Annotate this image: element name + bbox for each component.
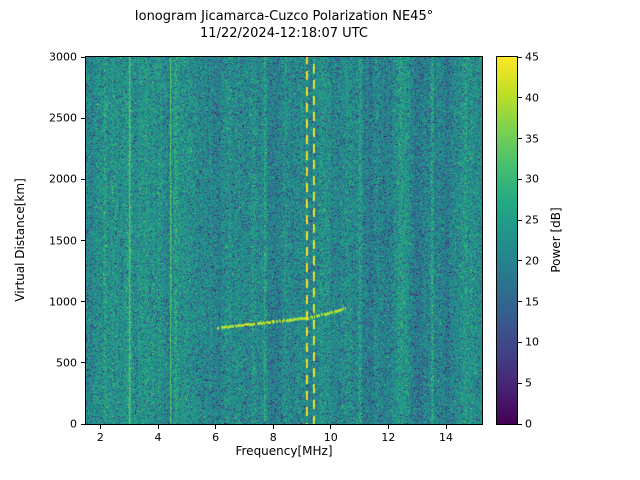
plot-area [85, 56, 483, 425]
y-tick-label: 2500 [49, 111, 77, 125]
colorbar-tick-label: 20 [525, 254, 539, 268]
chart-title-block: Ionogram Jicamarca-Cuzco Polarization NE… [86, 8, 482, 42]
y-tick [81, 117, 85, 119]
x-tick-label: 14 [439, 431, 453, 444]
x-tick [445, 425, 447, 429]
y-tick [81, 178, 85, 180]
colorbar-tick [518, 138, 522, 140]
x-tick-label: 8 [269, 431, 277, 444]
y-tick-label: 3000 [49, 50, 77, 64]
x-tick-label: 10 [323, 431, 338, 444]
y-axis-label: Virtual Distance[km] [13, 178, 27, 302]
x-tick-label: 4 [154, 431, 162, 444]
colorbar-tick [518, 301, 522, 303]
x-tick-label: 2 [96, 431, 104, 444]
y-tick [81, 362, 85, 364]
chart-subtitle: 11/22/2024-12:18:07 UTC [200, 26, 368, 41]
x-tick [157, 425, 159, 429]
y-tick-label: 1000 [49, 295, 77, 309]
y-tick [81, 56, 85, 58]
colorbar-canvas [497, 57, 517, 424]
x-tick [99, 425, 101, 429]
colorbar-tick [518, 219, 522, 221]
colorbar-tick-label: 40 [525, 91, 539, 105]
x-tick [215, 425, 217, 429]
colorbar-tick-label: 45 [525, 50, 539, 64]
x-tick [330, 425, 332, 429]
colorbar-tick [518, 423, 522, 425]
y-tick [81, 240, 85, 241]
colorbar-tick-label: 0 [525, 417, 532, 431]
colorbar-tick [518, 260, 522, 262]
colorbar-tick-label: 35 [525, 132, 539, 146]
y-tick [81, 423, 85, 425]
y-tick-label: 0 [70, 417, 77, 431]
heatmap-canvas [86, 57, 482, 424]
chart-title: Ionogram Jicamarca-Cuzco Polarization NE… [134, 9, 434, 24]
colorbar-tick-label: 15 [525, 295, 539, 309]
x-tick [387, 425, 389, 429]
colorbar-tick-label: 10 [525, 335, 539, 349]
colorbar-tick [518, 341, 522, 343]
colorbar-label: Power [dB] [549, 207, 563, 273]
colorbar-tick-label: 5 [525, 376, 532, 390]
colorbar-tick [518, 382, 522, 384]
colorbar-tick [518, 56, 522, 58]
x-tick-label: 6 [212, 431, 220, 444]
y-tick-label: 1500 [49, 234, 77, 247]
x-axis-label: Frequency[MHz] [235, 444, 333, 458]
colorbar-tick [518, 178, 522, 180]
y-tick-label: 500 [56, 356, 77, 370]
y-tick [81, 301, 85, 303]
x-tick-label: 12 [381, 431, 396, 444]
y-tick-label: 2000 [49, 172, 77, 186]
colorbar-tick-label: 30 [525, 172, 539, 186]
colorbar-tick-label: 25 [525, 213, 539, 227]
x-tick [272, 425, 274, 429]
colorbar [496, 56, 518, 425]
colorbar-tick [518, 97, 522, 99]
